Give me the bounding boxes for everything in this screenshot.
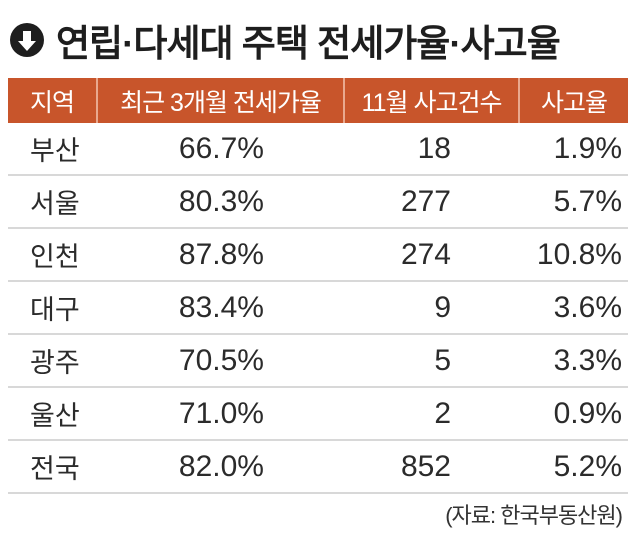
rate-cell: 10.8% xyxy=(519,228,628,282)
region-cell: 서울 xyxy=(8,175,97,229)
ratio-cell: 66.7% xyxy=(97,123,344,176)
header-row: 지역 최근 3개월 전세가율 11월 사고건수 사고율 xyxy=(8,78,628,123)
rate-cell: 1.9% xyxy=(519,123,628,176)
rate-cell: 5.7% xyxy=(519,175,628,229)
table-row: 광주 70.5% 5 3.3% xyxy=(8,334,628,388)
count-cell: 9 xyxy=(344,281,519,335)
count-cell: 274 xyxy=(344,228,519,282)
table-row: 전국 82.0% 852 5.2% xyxy=(8,440,628,494)
rate-cell: 5.2% xyxy=(519,440,628,494)
column-header-count: 11월 사고건수 xyxy=(343,78,519,123)
region-cell: 전국 xyxy=(8,440,97,494)
region-cell: 울산 xyxy=(8,387,97,441)
ratio-cell: 87.8% xyxy=(97,228,344,282)
data-table: 지역 최근 3개월 전세가율 11월 사고건수 사고율 부산 66.7% 18 1.9… xyxy=(8,78,628,494)
ratio-cell: 71.0% xyxy=(97,387,344,441)
count-cell: 18 xyxy=(344,123,519,176)
column-header-region: 지역 xyxy=(8,78,97,123)
column-header-ratio: 최근 3개월 전세가율 xyxy=(96,78,344,123)
region-cell: 인천 xyxy=(8,228,97,282)
count-cell: 2 xyxy=(344,387,519,441)
region-cell: 부산 xyxy=(8,123,97,176)
region-cell: 광주 xyxy=(8,334,97,388)
region-cell: 대구 xyxy=(8,281,97,335)
count-cell: 277 xyxy=(344,175,519,229)
source-note: (자료: 한국부동산원) xyxy=(445,503,623,528)
arrow-down-circle-icon xyxy=(10,23,44,57)
ratio-cell: 82.0% xyxy=(97,440,344,494)
ratio-cell: 70.5% xyxy=(97,334,344,388)
table-row: 부산 66.7% 18 1.9% xyxy=(8,123,628,176)
ratio-cell: 80.3% xyxy=(97,175,344,229)
table-row: 서울 80.3% 277 5.7% xyxy=(8,175,628,229)
page-title: 연립·다세대 주택 전세가율·사고율 xyxy=(10,12,561,68)
ratio-cell: 83.4% xyxy=(97,281,344,335)
table-row: 대구 83.4% 9 3.6% xyxy=(8,281,628,335)
table-row: 인천 87.8% 274 10.8% xyxy=(8,228,628,282)
column-header-rate: 사고율 xyxy=(518,78,628,123)
table-row: 울산 71.0% 2 0.9% xyxy=(8,387,628,441)
rate-cell: 3.3% xyxy=(519,334,628,388)
count-cell: 5 xyxy=(344,334,519,388)
count-cell: 852 xyxy=(344,440,519,494)
rate-cell: 3.6% xyxy=(519,281,628,335)
rate-cell: 0.9% xyxy=(519,387,628,441)
title-text: 연립·다세대 주택 전세가율·사고율 xyxy=(56,23,561,64)
